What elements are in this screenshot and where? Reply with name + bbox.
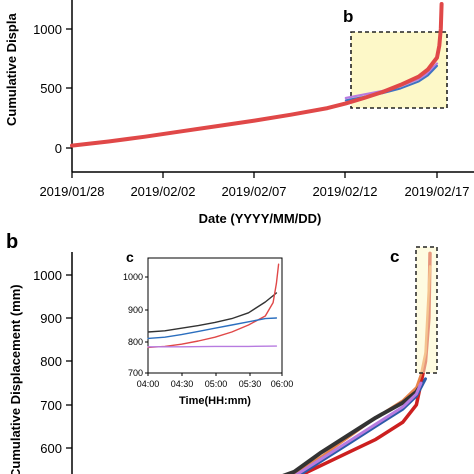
inset-c-series-4-line [147,345,278,348]
inset-c-x-tick-0500: 05:00 [205,379,228,389]
panel-a-y-tick-1000: 1000 [33,22,62,37]
panel-b-letter: b [6,231,18,253]
panel-a-x-tick-0207: 2019/02/07 [221,184,286,199]
inset-c: c 1000 900 800 700 04:00 04:30 05:0 [123,249,293,407]
inset-c-y-tick-1000: 1000 [123,272,143,282]
inset-c-y-tick-700: 700 [128,368,143,378]
panel-a-y-axis-title: Cumulative Displa [4,13,19,126]
inset-c-plot-area [147,263,280,349]
panel-a-x-axis-title: Date (YYYY/MM/DD) [199,211,322,226]
inset-c-x-axis: 04:00 04:30 05:00 05:30 06:00 Time(HH:mm… [137,373,294,407]
panel-b-series-3-line [282,383,423,474]
inset-c-series-1-line [147,292,278,333]
panel-a-x-tick-0212: 2019/02/12 [312,184,377,199]
panel-a-plot-area [70,2,444,148]
panel-b-y-tick-600: 600 [40,441,62,456]
inset-c-x-tick-0530: 05:30 [239,379,262,389]
panel-a-x-tick-0202: 2019/02/02 [130,184,195,199]
panel-a-y-tick-500: 500 [40,81,62,96]
inset-c-y-tick-800: 800 [128,337,143,347]
inset-c-frame [147,257,283,374]
panel-b-y-tick-900: 900 [40,311,62,326]
panel-a-x-axis: 2019/01/28 2019/02/02 2019/02/07 2019/02… [39,171,474,226]
inset-c-y-tick-900: 900 [128,305,143,315]
inset-c-y-axis: 1000 900 800 700 [123,272,148,378]
panel-a-x-tick-0217: 2019/02/17 [404,184,469,199]
panel-a-zoom-box-label: b [343,7,353,26]
panel-b-y-axis: 1000 900 800 700 600 500 Cumulative Disp… [8,252,73,474]
panel-b-series-5-line [294,381,423,474]
panel-a-y-axis: 0 500 1000 Cumulative Displa [4,0,73,172]
inset-c-x-tick-0430: 04:30 [171,379,194,389]
panel-b-y-tick-1000: 1000 [33,268,62,283]
inset-c-letter: c [126,249,134,265]
panel-a-series-1-line [70,2,444,148]
inset-c-x-axis-title: Time(HH:mm) [179,395,251,407]
inset-c-series-2-line [147,263,280,349]
panel-a-x-tick-0128: 2019/01/28 [39,184,104,199]
panel-a: b 0 500 1000 Cumulative Displa 2019/01/2… [4,0,474,226]
panel-b: b 1000 900 800 700 600 500 Cumulative Di… [6,231,438,474]
panel-b-zoom-box-label: c [390,247,399,266]
inset-c-series-3-line [147,317,278,340]
inset-c-x-tick-0400: 04:00 [137,379,160,389]
panel-b-y-axis-title: Cumulative Displacement (mm) [8,284,23,474]
panel-a-y-tick-0: 0 [55,141,62,156]
panel-b-y-tick-700: 700 [40,398,62,413]
panel-b-zoom-box [415,246,438,374]
panel-b-y-tick-800: 800 [40,354,62,369]
inset-c-x-tick-0600: 06:00 [271,379,294,389]
